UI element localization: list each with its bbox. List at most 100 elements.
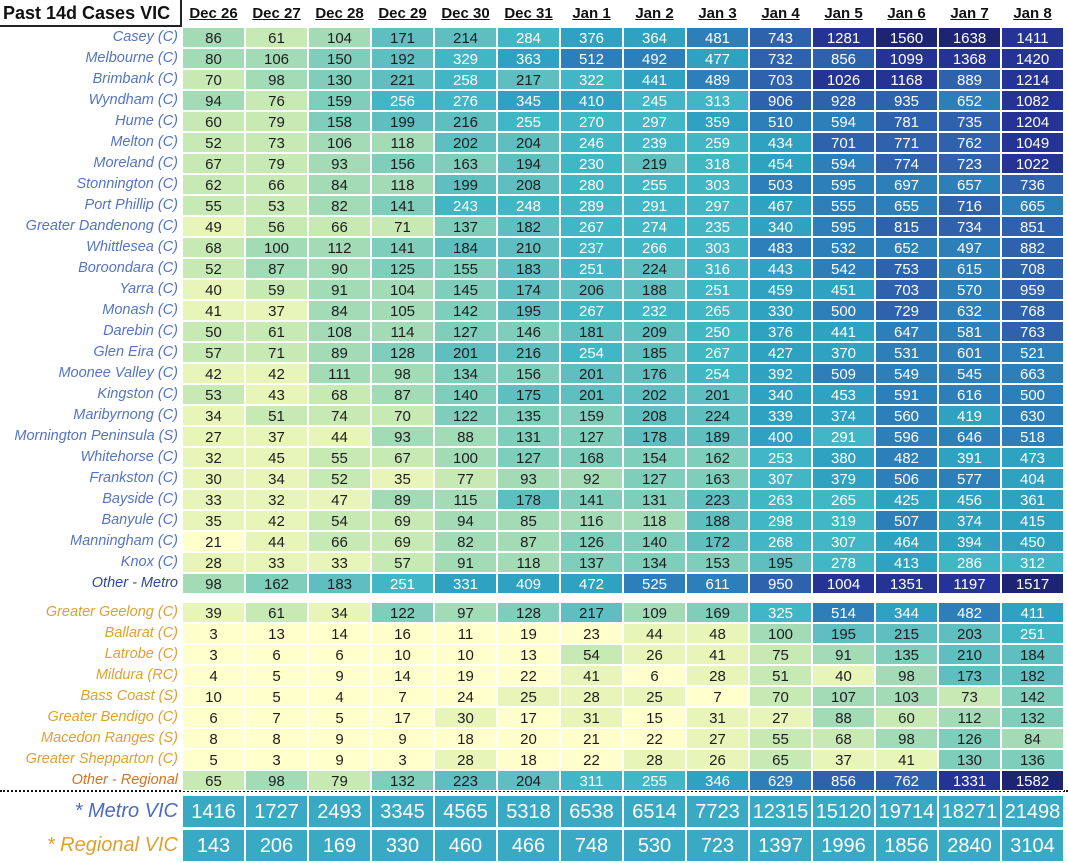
heatmap-cell: 276 [434, 90, 497, 111]
row-label: Frankston (C) [89, 470, 178, 486]
heatmap-cell: 37 [245, 426, 308, 447]
heatmap-cell: 735 [938, 111, 1001, 132]
row-label: Other - Metro [91, 575, 178, 591]
heatmap-cell: 11 [434, 623, 497, 644]
heatmap-cell: 340 [749, 216, 812, 237]
heatmap-cell: 856 [812, 770, 875, 791]
row-label: Moreland (C) [93, 155, 178, 171]
heatmap-cell: 734 [938, 216, 1001, 237]
row-label: Melbourne (C) [85, 50, 178, 66]
total-cell: 6538 [560, 795, 623, 828]
row-label: Other - Regional [71, 772, 178, 788]
total-cell: 748 [560, 829, 623, 862]
heatmap-cell: 255 [623, 770, 686, 791]
heatmap-cell: 168 [560, 447, 623, 468]
heatmap-cell: 237 [560, 237, 623, 258]
heatmap-cell: 248 [497, 195, 560, 216]
heatmap-cell: 459 [749, 279, 812, 300]
heatmap-cell: 84 [1001, 728, 1064, 749]
heatmap-cell: 141 [371, 195, 434, 216]
heatmap-cell: 27 [686, 728, 749, 749]
heatmap-cell: 195 [497, 300, 560, 321]
heatmap-cell: 647 [875, 321, 938, 342]
heatmap-cell: 70 [749, 686, 812, 707]
heatmap-cell: 59 [245, 279, 308, 300]
heatmap-cell: 482 [938, 602, 1001, 623]
heatmap-cell: 284 [497, 27, 560, 48]
heatmap-cell: 98 [371, 363, 434, 384]
heatmap-cell: 40 [182, 279, 245, 300]
total-cell: 530 [623, 829, 686, 862]
heatmap-cell: 175 [497, 384, 560, 405]
heatmap-cell: 743 [749, 27, 812, 48]
heatmap-cell: 594 [812, 153, 875, 174]
heatmap-cell: 56 [245, 216, 308, 237]
heatmap-cell: 109 [623, 602, 686, 623]
heatmap-cell: 182 [497, 216, 560, 237]
column-header: Dec 27 [252, 5, 301, 22]
row-label: Manningham (C) [70, 533, 178, 549]
heatmap-cell: 500 [1001, 384, 1064, 405]
heatmap-cell: 85 [497, 510, 560, 531]
heatmap-cell: 75 [749, 644, 812, 665]
heatmap-cell: 203 [938, 623, 1001, 644]
heatmap-cell: 189 [686, 426, 749, 447]
heatmap-cell: 67 [371, 447, 434, 468]
heatmap-cell: 286 [938, 552, 1001, 573]
heatmap-cell: 142 [1001, 686, 1064, 707]
heatmap-cell: 98 [245, 69, 308, 90]
heatmap-cell: 37 [245, 300, 308, 321]
heatmap-cell: 392 [749, 363, 812, 384]
heatmap-cell: 346 [686, 770, 749, 791]
heatmap-cell: 35 [182, 510, 245, 531]
heatmap-cell: 201 [560, 363, 623, 384]
heatmap-cell: 1517 [1001, 573, 1064, 594]
heatmap-cell: 763 [1001, 321, 1064, 342]
total-cell: 330 [371, 829, 434, 862]
heatmap-cell: 454 [749, 153, 812, 174]
heatmap-cell: 630 [1001, 405, 1064, 426]
heatmap-cell: 270 [560, 111, 623, 132]
heatmap-cell: 239 [623, 132, 686, 153]
heatmap-cell: 171 [371, 27, 434, 48]
heatmap-cell: 44 [623, 623, 686, 644]
total-cell: 2840 [938, 829, 1001, 862]
total-cell: 12315 [749, 795, 812, 828]
heatmap-cell: 256 [371, 90, 434, 111]
heatmap-cell: 87 [245, 258, 308, 279]
heatmap-cell: 581 [938, 321, 1001, 342]
heatmap-cell: 94 [182, 90, 245, 111]
heatmap-cell: 21 [182, 531, 245, 552]
heatmap-cell: 1099 [875, 48, 938, 69]
heatmap-cell: 510 [749, 111, 812, 132]
heatmap-cell: 303 [686, 174, 749, 195]
heatmap-cell: 278 [812, 552, 875, 573]
heatmap-cell: 18 [497, 749, 560, 770]
heatmap-cell: 289 [560, 195, 623, 216]
total-cell: 169 [308, 829, 371, 862]
heatmap-cell: 267 [560, 300, 623, 321]
heatmap-cell: 1560 [875, 27, 938, 48]
heatmap-cell: 184 [1001, 644, 1064, 665]
heatmap-cell: 91 [812, 644, 875, 665]
heatmap-cell: 514 [812, 602, 875, 623]
total-cell: 1416 [182, 795, 245, 828]
heatmap-cell: 409 [497, 573, 560, 594]
heatmap-cell: 188 [686, 510, 749, 531]
heatmap-cell: 615 [938, 258, 1001, 279]
heatmap-cell: 106 [245, 48, 308, 69]
heatmap-cell: 889 [938, 69, 1001, 90]
heatmap-cell: 410 [560, 90, 623, 111]
heatmap-cell: 481 [686, 27, 749, 48]
heatmap-cell: 492 [623, 48, 686, 69]
heatmap-cell: 47 [308, 489, 371, 510]
heatmap-cell: 297 [686, 195, 749, 216]
heatmap-cell: 69 [371, 531, 434, 552]
heatmap-cell: 100 [245, 237, 308, 258]
heatmap-cell: 477 [686, 48, 749, 69]
heatmap-cell: 55 [308, 447, 371, 468]
heatmap-cell: 3 [182, 623, 245, 644]
heatmap-cell: 472 [560, 573, 623, 594]
heatmap-cell: 62 [182, 174, 245, 195]
heatmap-cell: 703 [875, 279, 938, 300]
